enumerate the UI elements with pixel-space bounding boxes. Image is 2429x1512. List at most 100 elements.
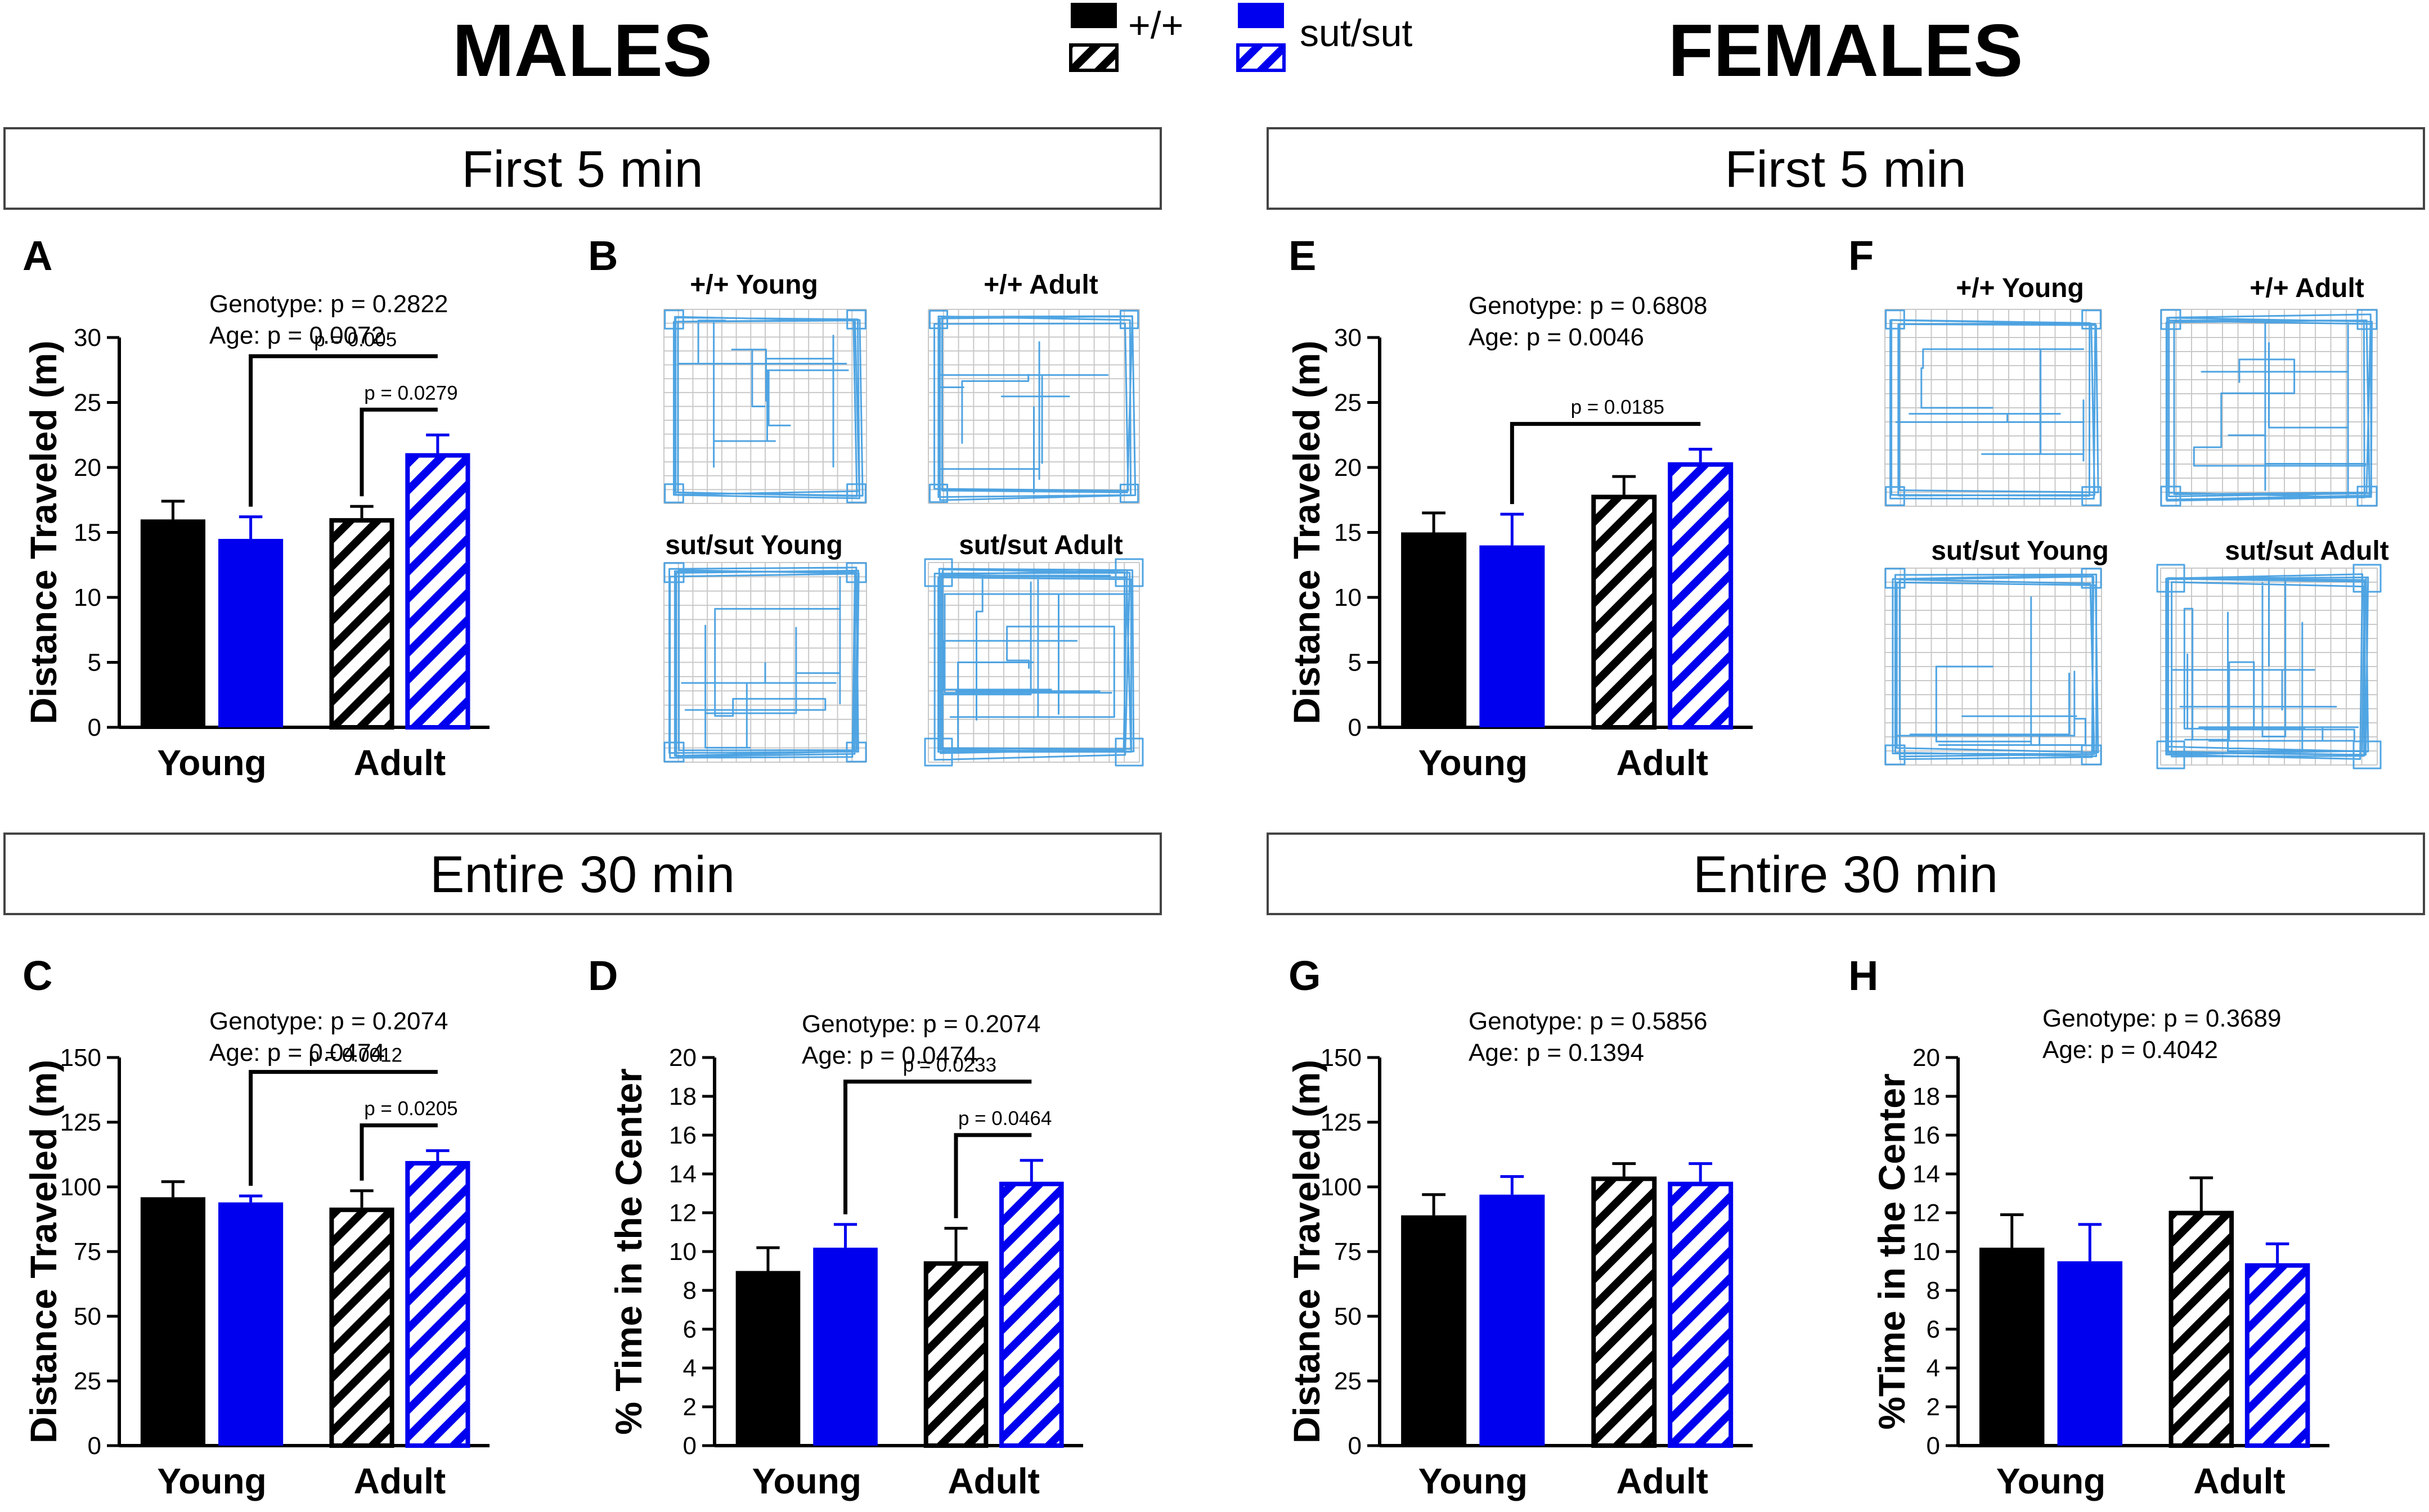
y-tick-label: 16 <box>1912 1122 1940 1149</box>
stat-line: Genotype: p = 0.2822 <box>209 290 448 318</box>
bar-wt-young <box>1979 1248 2045 1446</box>
x-category-label: Adult <box>948 1461 1040 1501</box>
significance-label: p = 0.0185 <box>1571 397 1664 418</box>
significance-label: p = 0.0464 <box>958 1108 1052 1130</box>
stat-line: Genotype: p = 0.2074 <box>802 1010 1040 1038</box>
track-f-sut-adult <box>2156 564 2382 770</box>
y-tick-label: 30 <box>1334 324 1362 352</box>
significance-bracket <box>360 1123 438 1181</box>
chart-a: 0 5 10 15 20 25 30 Distance Traveled (m) Young Ad… <box>23 290 490 783</box>
track-path <box>928 309 1139 503</box>
significance-label: p = 0.005 <box>314 328 397 350</box>
x-category-label: Young <box>1996 1461 2105 1501</box>
y-tick-label: 10 <box>669 1238 697 1266</box>
y-tick-label: 4 <box>1927 1354 1940 1382</box>
section-box-females-entire30 <box>1267 832 2425 915</box>
track-label-f-1: +/+ Young <box>1956 273 2084 303</box>
y-tick-label: 10 <box>1912 1238 1940 1266</box>
bar-wt-young <box>140 519 205 727</box>
y-tick-label: 5 <box>1348 649 1362 677</box>
section-box-females-first5 <box>1267 127 2425 210</box>
y-tick-label: 25 <box>74 1367 101 1395</box>
y-tick-label: 2 <box>683 1393 697 1421</box>
bar-sut-adult <box>2244 1263 2310 1448</box>
y-tick-label: 20 <box>1334 454 1362 482</box>
significance-bracket <box>1510 422 1701 505</box>
y-tick-label: 2 <box>1927 1393 1940 1421</box>
section-box-males-entire30 <box>3 832 1162 915</box>
bar-wt-young <box>1401 532 1467 727</box>
section-label-females-first5: First 5 min <box>1725 141 1966 198</box>
y-tick-label: 0 <box>88 1432 101 1460</box>
bar-sut-adult <box>1668 1181 1734 1448</box>
x-category-label: Adult <box>354 742 446 783</box>
stat-line: Genotype: p = 0.3689 <box>2042 1005 2281 1032</box>
legend-swatch-sut-solid <box>1238 3 1284 28</box>
panel-letter-c: C <box>23 952 52 999</box>
track-f-sut-young <box>1884 568 2102 766</box>
males-title: MALES <box>452 9 712 92</box>
track-path <box>664 309 866 503</box>
legend: +/+ sut/sut <box>1069 3 1412 72</box>
bar-wt-young <box>1401 1215 1467 1446</box>
bar-sut-adult <box>405 453 470 730</box>
y-tick-label: 20 <box>669 1044 697 1072</box>
y-tick-label: 100 <box>60 1173 101 1201</box>
bar-wt-adult <box>923 1261 989 1448</box>
y-tick-label: 0 <box>88 714 101 741</box>
significance-label: p = 0.0233 <box>903 1054 996 1076</box>
track-b-sut-adult <box>924 558 1144 767</box>
track-b-wt-young <box>663 309 867 504</box>
bar-sut-young <box>2057 1261 2123 1446</box>
x-category-label: Young <box>1418 742 1528 783</box>
track-label-b-3: sut/sut Young <box>665 530 843 560</box>
x-category-label: Young <box>752 1461 861 1501</box>
bar-wt-adult <box>1591 1176 1657 1448</box>
panel-letter-g: G <box>1288 952 1321 999</box>
bar-sut-adult <box>1668 462 1734 730</box>
y-tick-label: 12 <box>1912 1199 1940 1227</box>
x-category-label: Adult <box>2193 1461 2286 1501</box>
stat-line: Age: p = 0.1394 <box>1469 1039 1644 1066</box>
panel-letter-e: E <box>1288 232 1316 279</box>
stat-line: Age: p = 0.4042 <box>2042 1036 2218 1064</box>
y-axis-label: %Time in the Center <box>1871 1073 1912 1429</box>
chart-d: 0 2 4 6 8 10 12 14 16 18 20 % Time in the Center You… <box>608 1010 1083 1501</box>
track-label-f-3: sut/sut Young <box>1931 536 2109 566</box>
x-category-label: Young <box>1418 1461 1528 1501</box>
y-tick-label: 15 <box>1334 519 1362 547</box>
track-path <box>924 558 1144 767</box>
y-tick-label: 125 <box>60 1109 101 1136</box>
y-tick-label: 75 <box>74 1238 101 1266</box>
bar-wt-young <box>735 1271 801 1446</box>
y-tick-label: 100 <box>1321 1173 1362 1201</box>
track-f-wt-adult <box>2160 309 2378 507</box>
y-tick-label: 25 <box>1334 389 1362 417</box>
stat-line: Age: p = 0.0046 <box>1469 323 1644 351</box>
y-tick-label: 14 <box>669 1160 697 1188</box>
bar-sut-young <box>1479 545 1545 727</box>
y-tick-label: 10 <box>74 584 101 611</box>
y-tick-label: 6 <box>1927 1316 1940 1343</box>
legend-label-wt: +/+ <box>1128 4 1183 47</box>
y-tick-label: 18 <box>1912 1083 1940 1110</box>
stat-line: Age: p = 0.0072 <box>209 322 385 349</box>
bar-wt-adult <box>329 518 394 730</box>
stat-line: Age: p = 0.0474 <box>802 1042 977 1069</box>
significance-bracket <box>249 354 438 507</box>
y-axis-label: Distance Traveled (m) <box>1286 340 1327 724</box>
track-path <box>2160 309 2378 507</box>
track-path <box>1884 568 2102 766</box>
track-path <box>1885 309 2102 506</box>
bar-wt-adult <box>329 1207 394 1448</box>
x-category-label: Adult <box>1616 1461 1708 1501</box>
y-tick-label: 30 <box>74 324 101 352</box>
y-tick-label: 25 <box>74 389 101 417</box>
y-tick-label: 0 <box>683 1432 697 1460</box>
track-label-f-4: sut/sut Adult <box>2225 536 2389 566</box>
